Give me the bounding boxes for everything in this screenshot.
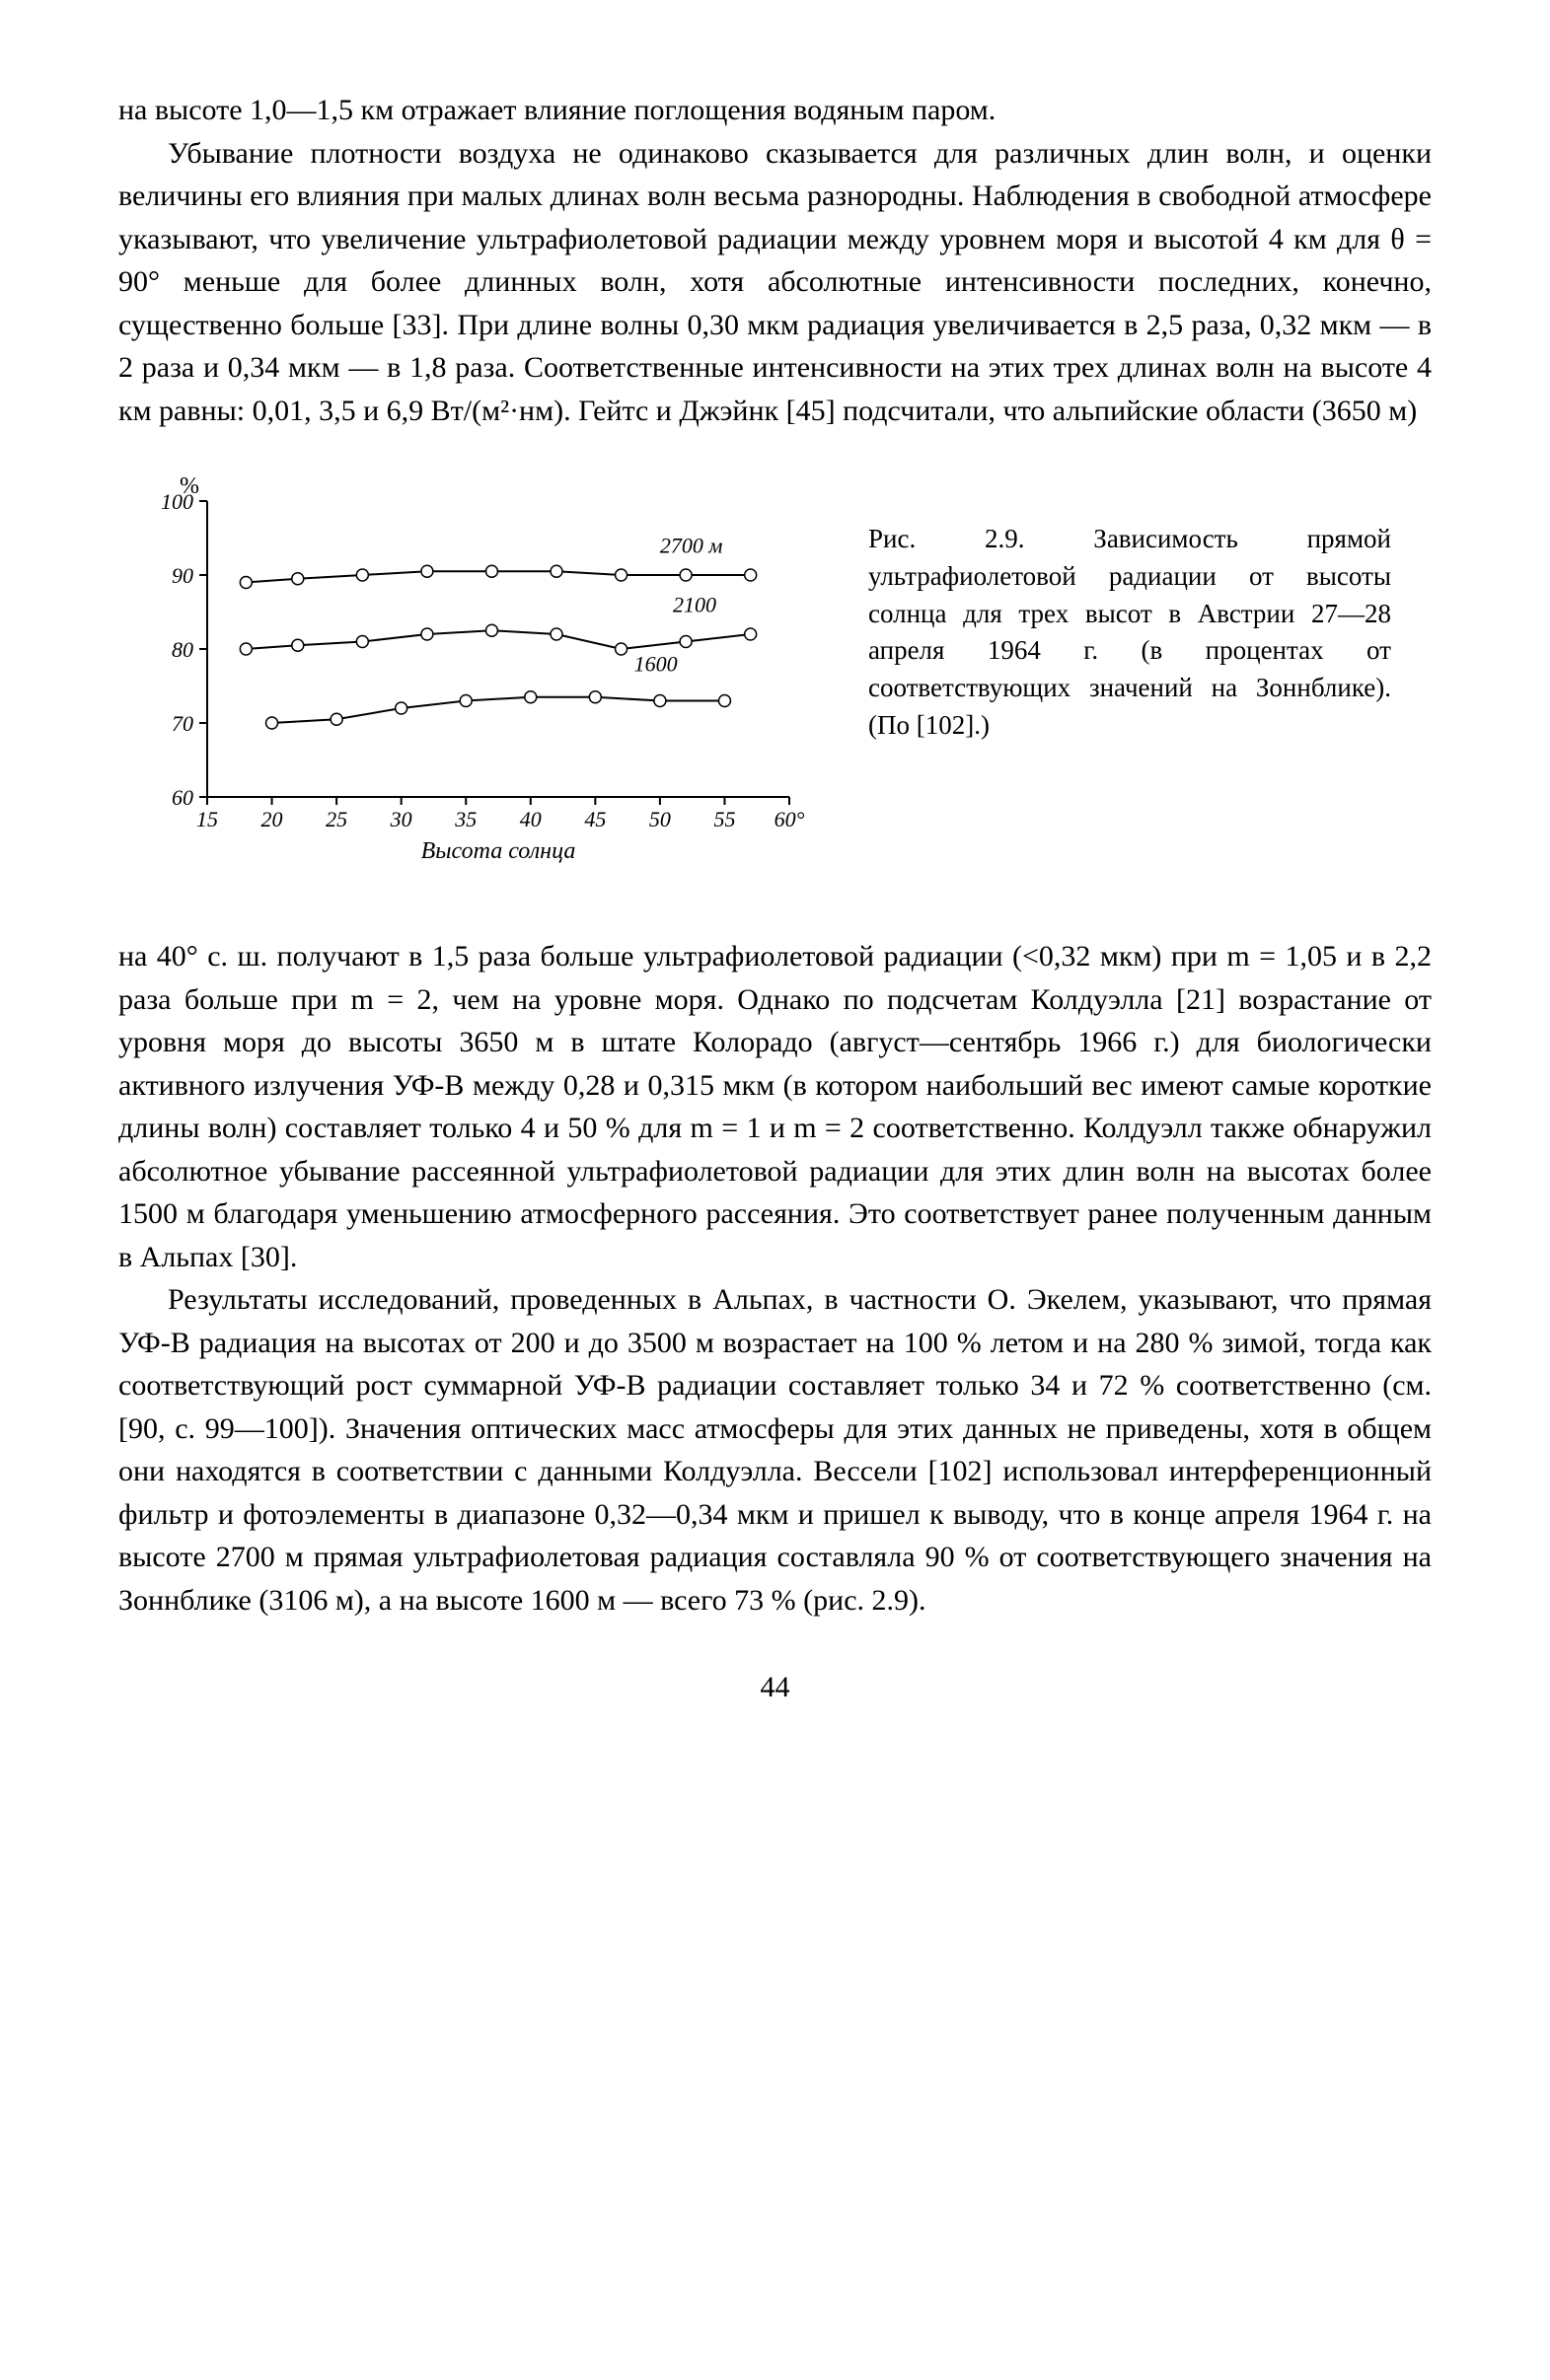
svg-text:15: 15 xyxy=(196,807,218,831)
svg-text:70: 70 xyxy=(172,711,193,736)
svg-text:90: 90 xyxy=(172,563,193,588)
paragraph-1: на высоте 1,0—1,5 км отражает влияние по… xyxy=(118,89,1432,132)
page-number: 44 xyxy=(118,1671,1432,1704)
svg-text:1600: 1600 xyxy=(634,652,678,677)
paragraph-3: на 40° с. ш. получают в 1,5 раза больше … xyxy=(118,935,1432,1278)
svg-text:60°: 60° xyxy=(775,807,805,831)
svg-text:100: 100 xyxy=(161,489,193,514)
svg-text:55: 55 xyxy=(713,807,735,831)
paragraph-2: Убывание плотности воздуха не одинаково … xyxy=(118,132,1432,433)
svg-text:50: 50 xyxy=(649,807,671,831)
svg-text:2100: 2100 xyxy=(673,593,716,617)
svg-text:20: 20 xyxy=(261,807,283,831)
svg-text:80: 80 xyxy=(172,637,193,662)
svg-text:25: 25 xyxy=(326,807,347,831)
svg-text:60: 60 xyxy=(172,785,193,810)
svg-text:2700 м: 2700 м xyxy=(660,534,723,558)
figure-section: %6070809010015202530354045505560°Высота … xyxy=(118,471,1432,886)
svg-text:30: 30 xyxy=(390,807,412,831)
figure-caption: Рис. 2.9. Зависимость прямой ультрафиоле… xyxy=(868,471,1391,745)
uv-chart: %6070809010015202530354045505560°Высота … xyxy=(118,471,829,886)
svg-text:40: 40 xyxy=(520,807,542,831)
svg-text:45: 45 xyxy=(584,807,606,831)
paragraph-4: Результаты исследований, проведенных в А… xyxy=(118,1278,1432,1622)
chart-container: %6070809010015202530354045505560°Высота … xyxy=(118,471,829,886)
svg-text:Высота солнца: Высота солнца xyxy=(421,838,576,864)
svg-text:35: 35 xyxy=(454,807,477,831)
